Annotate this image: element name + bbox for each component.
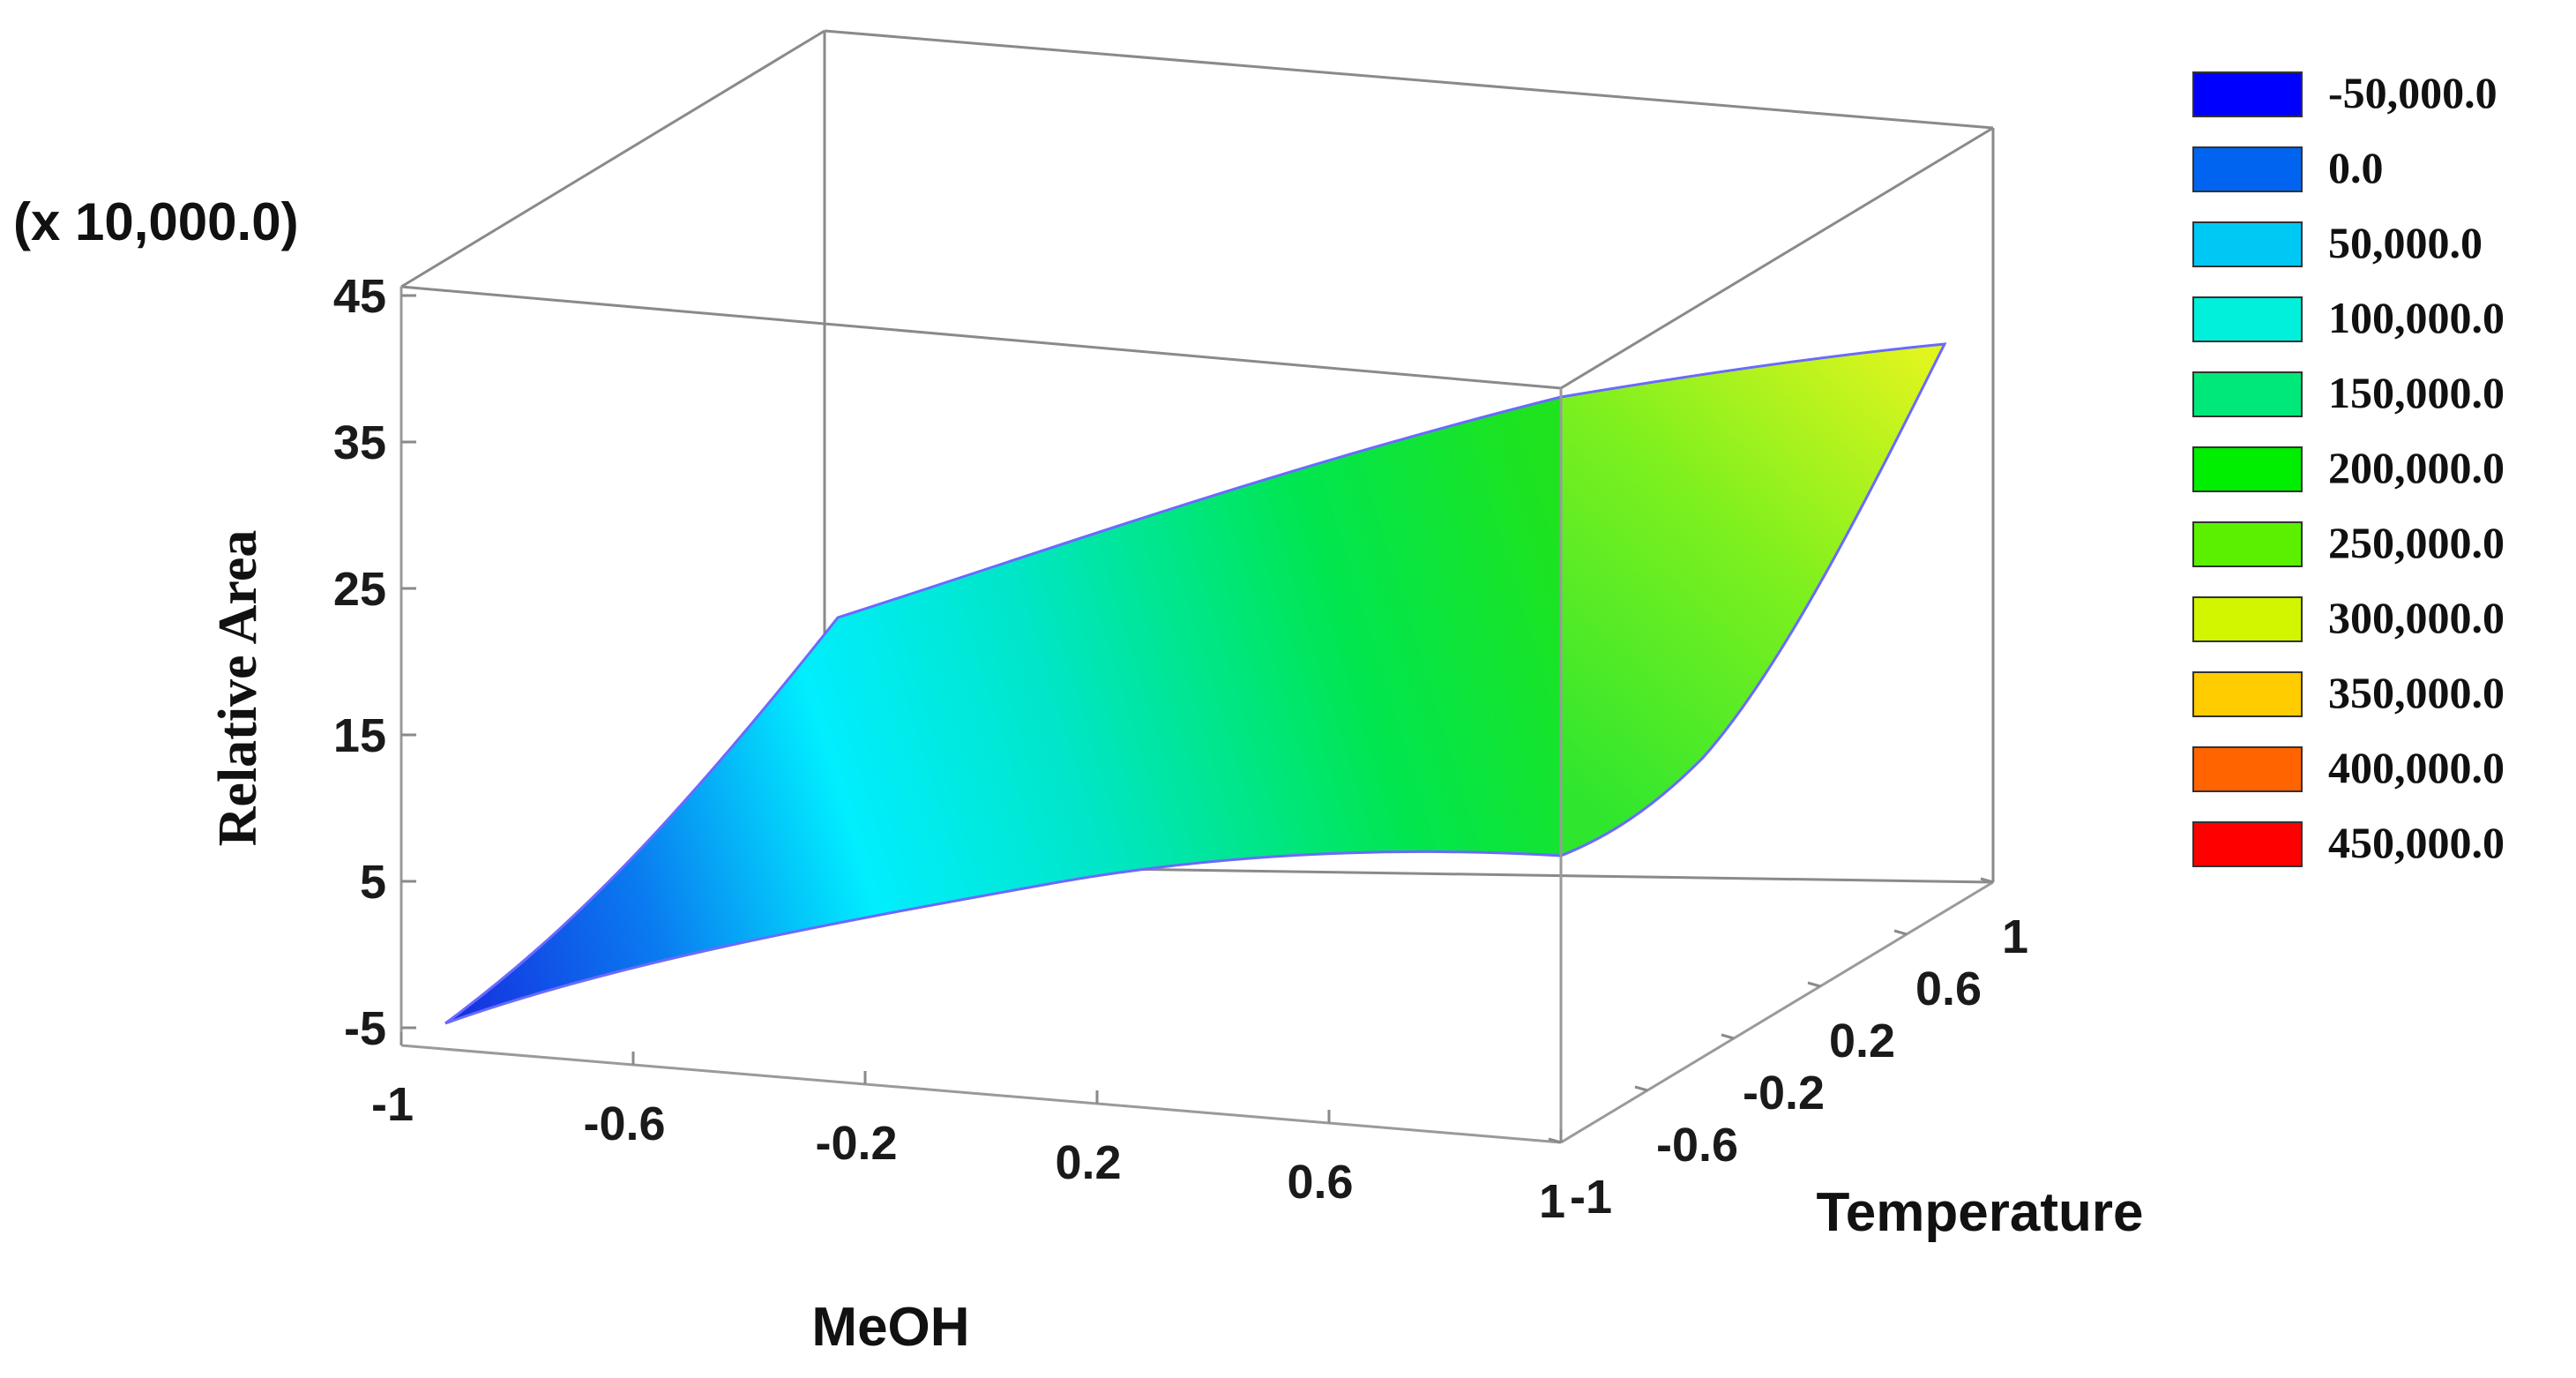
legend-label: 250,000.0 <box>2328 518 2505 567</box>
legend-label: 150,000.0 <box>2328 368 2505 417</box>
y-tick-label: -0.6 <box>1656 1119 1738 1172</box>
z-multiplier-label: (x 10,000.0) <box>13 192 299 251</box>
z-tick-label: -5 <box>344 1002 386 1055</box>
legend-label: 300,000.0 <box>2328 593 2505 642</box>
x-tick-label: -0.6 <box>583 1097 665 1150</box>
box-edge <box>400 1044 1562 1144</box>
legend-swatch <box>2192 146 2303 192</box>
y-tick-mark <box>1807 981 1821 988</box>
box-edge <box>400 285 1562 390</box>
z-axis-label: Relative Area <box>208 530 268 847</box>
x-tick-label: 0.2 <box>1055 1136 1121 1189</box>
legend-swatch <box>2192 446 2303 492</box>
legend-label: 50,000.0 <box>2328 218 2483 267</box>
z-tick-label: 15 <box>333 709 386 762</box>
legend-swatch <box>2192 296 2303 342</box>
y-tick-mark <box>1634 1085 1648 1092</box>
y-tick-label: 0.2 <box>1829 1015 1895 1067</box>
x-axis-label: MeOH <box>811 1297 969 1358</box>
legend-swatch <box>2192 671 2303 717</box>
z-tick-label: 45 <box>333 270 386 323</box>
legend-label: 400,000.0 <box>2328 743 2505 792</box>
y-tick-mark <box>1893 929 1908 936</box>
legend-label: 0.0 <box>2328 143 2384 192</box>
legend-label: -50,000.0 <box>2328 68 2498 117</box>
legend-swatch <box>2192 371 2303 417</box>
legend-label: 200,000.0 <box>2328 443 2505 492</box>
legend-swatch <box>2192 746 2303 792</box>
box-edge <box>1560 126 1994 390</box>
x-tick-label: -0.2 <box>815 1117 897 1170</box>
z-tick-label: 35 <box>333 416 386 469</box>
box-edge <box>824 29 1994 130</box>
color-legend: -50,000.0 0.0 50,000.0 100,000.0 150,000.0 20… <box>2192 68 2505 867</box>
legend-swatch <box>2192 521 2303 567</box>
y-axis-ticks: -1 -0.6-0.20.2 0.6 1 <box>1548 877 2028 1224</box>
y-tick-label: -0.2 <box>1743 1067 1825 1120</box>
legend-label: 100,000.0 <box>2328 293 2505 342</box>
x-tick-label: -1 <box>371 1078 414 1131</box>
y-tick-mark <box>1548 1137 1562 1144</box>
y-tick-label: 0.6 <box>1915 962 1982 1015</box>
z-axis-ticks: -5 5 15 25 35 45 <box>333 270 416 1055</box>
surface-side-face <box>1559 342 1947 858</box>
y-tick-label: 1 <box>2002 910 2028 963</box>
z-tick-label: 5 <box>360 856 386 909</box>
surface-front-face <box>444 395 1563 1025</box>
y-tick-mark <box>1721 1033 1735 1040</box>
bounding-box-front <box>399 287 1994 1144</box>
y-axis-label: Temperature <box>1817 1182 2144 1243</box>
y-tick-mark <box>1980 877 1994 884</box>
y-tick-label: -1 <box>1570 1171 1612 1224</box>
box-edge <box>400 29 825 288</box>
legend-swatch <box>2192 821 2303 867</box>
x-tick-label: 0.6 <box>1287 1156 1353 1209</box>
legend-label: 350,000.0 <box>2328 668 2505 717</box>
legend-swatch <box>2192 71 2303 117</box>
legend-swatch <box>2192 596 2303 642</box>
x-axis-ticks: -1 -0.6 -0.2 0.2 0.6 1 <box>371 1032 1565 1228</box>
legend-label: 450,000.0 <box>2328 818 2505 867</box>
legend-swatch <box>2192 221 2303 267</box>
z-tick-label: 25 <box>333 563 386 616</box>
box-edge <box>1560 880 1994 1144</box>
x-tick-label: 1 <box>1539 1175 1565 1228</box>
